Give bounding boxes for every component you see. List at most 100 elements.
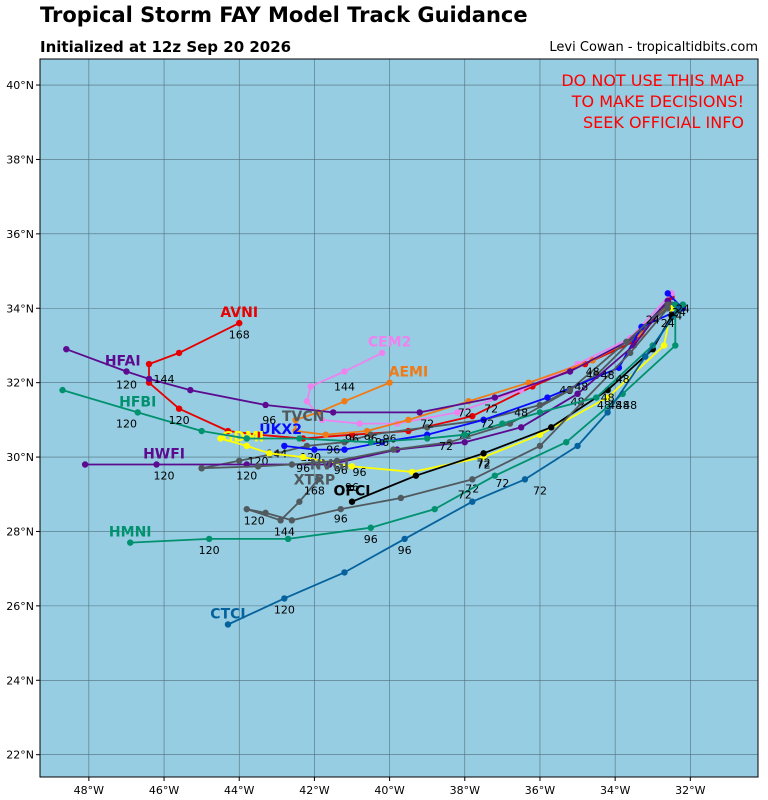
track-point (341, 368, 348, 375)
track-point (175, 349, 183, 357)
hour-label: 96 (345, 432, 359, 445)
hour-label: 96 (345, 481, 359, 494)
track-point (307, 383, 314, 390)
track-hfai: 72 96 144 120 HFAI (63, 297, 671, 427)
page-title: Tropical Storm FAY Model Track Guidance (40, 3, 528, 27)
track-hwfi: 120 120 HWFI (81, 297, 671, 483)
warning-line: SEEK OFFICIAL INFO (583, 113, 744, 132)
track-point (236, 319, 243, 327)
track-point (356, 420, 363, 427)
hour-label: 96 (296, 462, 310, 475)
track-point (341, 398, 348, 405)
track-point (134, 409, 141, 416)
track-point (367, 524, 375, 531)
track-point (566, 386, 574, 394)
track-point (243, 442, 250, 450)
hour-label: 96 (353, 466, 367, 479)
track-point (423, 435, 431, 442)
track-point (480, 450, 487, 457)
map-frame (39, 58, 759, 778)
track-line (245, 307, 669, 522)
credit-text: Levi Cowan - tropicaltidbits.com (549, 40, 758, 55)
track-line (201, 303, 669, 470)
track-name-label: UKX2 (259, 422, 302, 438)
warning-text: DO NOT USE THIS MAP TO MAKE DECISIONS! SEE… (561, 71, 744, 132)
lat-tick-label: 32°N (6, 377, 34, 390)
hour-label: 96 (375, 436, 389, 449)
track-line (227, 307, 680, 626)
lat-tick-label: 26°N (6, 600, 34, 613)
track-point (521, 476, 529, 483)
lat-tick-label: 28°N (6, 525, 34, 538)
track-point (623, 338, 630, 345)
lon-tick-label: 32°W (675, 784, 705, 797)
track-line (130, 304, 677, 544)
track-point (660, 342, 668, 349)
hour-label: 48 (601, 392, 615, 405)
lat-tick-label: 36°N (6, 228, 34, 241)
hour-label: 24 (661, 317, 675, 330)
hour-label: 96 (334, 512, 348, 525)
hour-label: 96 (364, 533, 378, 546)
track-point (326, 461, 333, 468)
hour-label: 120 (116, 418, 137, 431)
track-point (367, 431, 375, 438)
track-point (243, 505, 250, 513)
track-line (305, 292, 673, 425)
track-point (642, 353, 649, 360)
track-point (281, 442, 288, 450)
track-point (198, 427, 205, 435)
track-point (566, 368, 574, 375)
track-point (423, 424, 431, 431)
hour-label: 24 (646, 313, 660, 326)
track-point (397, 494, 405, 502)
track-point (337, 505, 344, 513)
init-time-subtitle: Initialized at 12z Sep 20 2026 (40, 38, 292, 56)
hour-label: 120 (300, 451, 321, 464)
warning-line: TO MAKE DECISIONS! (571, 92, 744, 111)
track-point (536, 442, 544, 450)
hour-label: 48 (574, 380, 588, 393)
track-point (544, 394, 551, 401)
track-point (299, 453, 307, 461)
track-name-label: XTRP (294, 472, 335, 488)
lat-tick-label: 34°N (6, 302, 34, 315)
track-point (303, 442, 311, 450)
track-point (281, 595, 288, 602)
track-point (145, 360, 153, 368)
hour-label: 120 (244, 514, 265, 527)
track-point (525, 379, 532, 386)
track-point (348, 498, 356, 505)
track-point (198, 465, 205, 472)
model-tracks: 96168AVNI144CEM24872AEMI7296144120HFAI48… (59, 290, 687, 628)
hour-label: 96 (326, 444, 340, 457)
track-name-label: AEMI (389, 364, 429, 380)
track-point (672, 342, 679, 349)
track-name-label: CTCI (210, 606, 245, 622)
hour-label: 96 (334, 464, 348, 477)
hour-label: 48 (623, 399, 637, 412)
hour-label: 48 (586, 365, 600, 378)
track-point (626, 349, 634, 357)
track-point (322, 431, 329, 438)
track-point (416, 409, 423, 416)
track-point (175, 405, 183, 412)
track-point (292, 416, 299, 424)
hour-label: 120 (116, 379, 137, 392)
hour-label: 120 (274, 604, 295, 617)
hour-label: 48 (601, 369, 615, 382)
lat-tick-label: 38°N (6, 153, 34, 166)
track-name-label: HFBI (119, 394, 156, 410)
track-line (85, 300, 669, 466)
track-point (63, 345, 70, 353)
hour-label: 48 (608, 399, 622, 412)
lon-tick-label: 38°W (450, 784, 480, 797)
hour-label: 72 (458, 406, 472, 419)
track-point (412, 472, 420, 479)
track-point (254, 463, 262, 470)
hour-label: 144 (274, 525, 295, 538)
